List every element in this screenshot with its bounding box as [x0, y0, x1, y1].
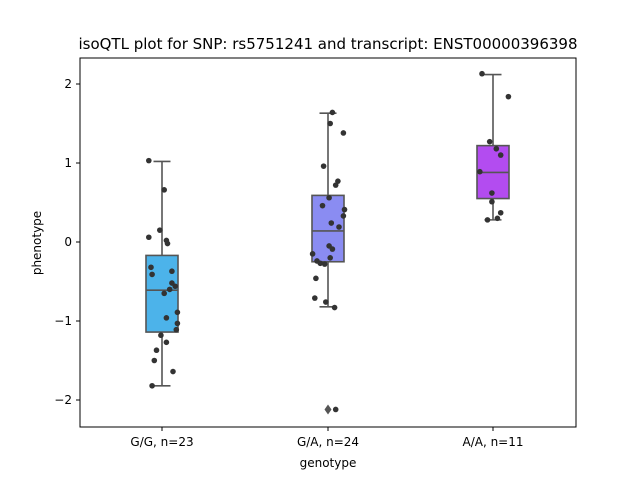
- data-point: [172, 283, 178, 290]
- data-point: [169, 268, 175, 275]
- x-tick-label: G/A, n=24: [297, 435, 359, 449]
- data-point: [329, 246, 336, 252]
- data-point: [149, 271, 155, 278]
- y-axis-ticks: −2 −1 0 1 2: [54, 77, 80, 407]
- y-tick-label: 1: [64, 156, 72, 170]
- data-point: [148, 264, 154, 271]
- data-point: [170, 368, 176, 375]
- data-point: [505, 93, 512, 100]
- data-point: [497, 209, 504, 216]
- data-point: [174, 320, 181, 327]
- data-point: [161, 290, 167, 297]
- data-point: [341, 206, 348, 213]
- data-point: [340, 130, 347, 136]
- strip-points-3: [477, 70, 512, 223]
- data-point: [493, 145, 500, 152]
- y-tick-label: −1: [54, 314, 72, 328]
- data-point: [331, 304, 338, 311]
- data-point: [146, 157, 152, 164]
- data-point: [494, 215, 501, 222]
- data-point: [166, 286, 173, 293]
- data-point: [489, 198, 495, 205]
- data-point: [486, 138, 493, 145]
- data-point: [163, 315, 170, 321]
- chart-title: isoQTL plot for SNP: rs5751241 and trans…: [78, 35, 577, 53]
- data-point: [323, 299, 329, 305]
- data-point: [329, 109, 336, 116]
- data-point: [321, 261, 328, 267]
- data-point: [163, 339, 170, 346]
- data-point: [317, 260, 324, 267]
- data-point: [149, 382, 155, 389]
- data-point: [309, 251, 316, 257]
- data-point: [328, 220, 335, 226]
- x-axis-label: genotype: [300, 456, 357, 470]
- outlier-marker: [324, 404, 332, 415]
- y-axis-label: phenotype: [30, 211, 44, 275]
- y-tick-label: −2: [54, 393, 72, 407]
- data-point: [340, 213, 347, 219]
- plot-area: [145, 70, 512, 415]
- data-point: [312, 295, 318, 301]
- data-point: [161, 187, 167, 193]
- data-point: [146, 234, 152, 241]
- data-point: [336, 224, 342, 230]
- strip-points-1: [146, 157, 181, 389]
- x-tick-label: A/A, n=11: [462, 435, 523, 449]
- data-point: [477, 168, 483, 175]
- y-tick-label: 2: [64, 77, 72, 91]
- data-point: [327, 120, 334, 127]
- data-point: [497, 152, 504, 158]
- data-point: [484, 217, 491, 223]
- data-point: [174, 309, 181, 316]
- data-point: [332, 406, 339, 413]
- x-axis-ticks: G/G, n=23 G/A, n=24 A/A, n=11: [130, 427, 524, 449]
- data-point: [319, 202, 326, 209]
- data-point: [489, 190, 495, 196]
- data-point: [479, 70, 485, 77]
- y-tick-label: 0: [64, 235, 72, 249]
- x-tick-label: G/G, n=23: [130, 435, 193, 449]
- data-point: [173, 326, 180, 333]
- data-point: [326, 194, 332, 201]
- data-point: [332, 182, 339, 188]
- data-point: [327, 254, 334, 261]
- data-point: [157, 227, 163, 233]
- data-point: [313, 275, 319, 282]
- data-point: [158, 332, 164, 339]
- strip-points-2: [309, 109, 348, 413]
- data-point: [164, 240, 171, 247]
- data-point: [151, 357, 158, 364]
- data-point: [153, 347, 160, 354]
- data-point: [320, 163, 327, 169]
